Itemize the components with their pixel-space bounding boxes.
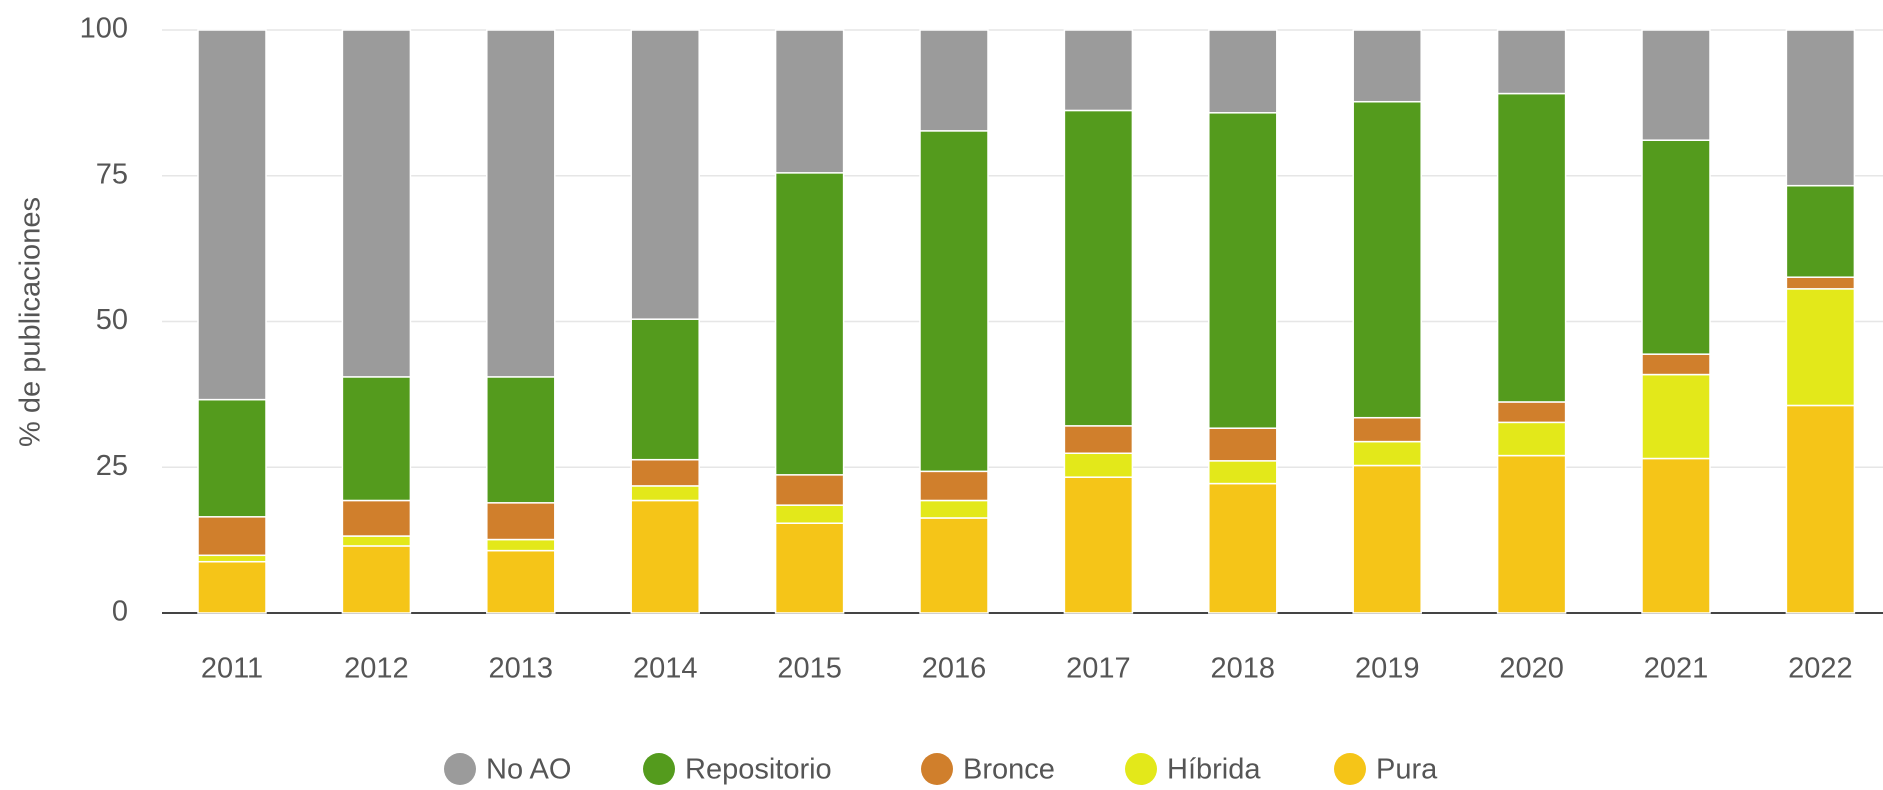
- bar-segment: [1352, 100, 1422, 419]
- bar-segment: [1063, 425, 1134, 455]
- x-tick-label: 2022: [1788, 653, 1853, 685]
- bar-segment: [1785, 184, 1856, 278]
- bar-segment: [486, 376, 556, 504]
- bar-segment: [1063, 29, 1134, 112]
- bar-segment: [197, 516, 267, 557]
- bar-segment: [1496, 421, 1567, 457]
- bar-segment: [630, 29, 700, 320]
- bar-segment: [341, 535, 412, 547]
- bar-segment: [1641, 457, 1711, 614]
- bar-segment: [919, 517, 989, 614]
- bar-segment: [1496, 92, 1567, 403]
- legend-swatch: [921, 753, 953, 785]
- bar-segment: [630, 458, 700, 487]
- x-tick-label: 2017: [1066, 653, 1131, 685]
- bar-segment: [1208, 460, 1278, 485]
- bar-segment: [1785, 404, 1856, 614]
- bar-segment: [1496, 454, 1567, 614]
- bar-segment: [197, 29, 267, 401]
- x-tick-label: 2014: [633, 653, 698, 685]
- y-axis-label: % de publicaciones: [15, 197, 47, 447]
- bar-segment: [630, 485, 700, 502]
- bar-segment: [197, 554, 267, 563]
- bar-segment: [1063, 109, 1134, 427]
- bar-segment: [1641, 373, 1711, 460]
- bar-segment: [919, 470, 989, 502]
- bar-segment: [630, 318, 700, 461]
- x-tick-label: 2018: [1211, 653, 1276, 685]
- bar-segment: [774, 504, 845, 524]
- bar-segment: [1641, 29, 1711, 141]
- legend-label: Pura: [1376, 754, 1438, 786]
- bar-segment: [1641, 353, 1711, 376]
- legend-swatch: [1125, 753, 1157, 785]
- bar-segment: [1352, 29, 1422, 103]
- bar-segment: [341, 29, 412, 378]
- bar-segment: [486, 29, 556, 378]
- legend-label: No AO: [486, 754, 571, 786]
- legend-label: Bronce: [963, 754, 1055, 786]
- bar-segment: [341, 499, 412, 537]
- legend-swatch: [1334, 753, 1366, 785]
- y-tick-label: 25: [96, 450, 128, 482]
- x-tick-label: 2013: [489, 653, 554, 685]
- bar-segment: [774, 474, 845, 506]
- bar-segment: [774, 29, 845, 174]
- bar-segment: [1785, 276, 1856, 290]
- bar-segment: [774, 522, 845, 614]
- legend-label: Híbrida: [1167, 754, 1261, 786]
- bar-segment: [486, 538, 556, 552]
- x-tick-label: 2021: [1644, 653, 1709, 685]
- bar-segment: [1208, 112, 1278, 429]
- bar-segment: [774, 172, 845, 476]
- bar-segment: [341, 545, 412, 614]
- y-tick-label: 0: [112, 596, 128, 628]
- bar-segment: [341, 376, 412, 502]
- bar-segment: [1785, 288, 1856, 407]
- bar-segment: [197, 560, 267, 614]
- bar-segment: [1208, 482, 1278, 614]
- bar-segment: [919, 29, 989, 132]
- bar-segment: [1063, 452, 1134, 478]
- bar-segment: [919, 130, 989, 473]
- x-tick-label: 2012: [344, 653, 409, 685]
- x-tick-label: 2019: [1355, 653, 1420, 685]
- bar-segment: [1208, 29, 1278, 114]
- x-tick-label: 2015: [777, 653, 842, 685]
- bar-segment: [1063, 476, 1134, 614]
- y-tick-label: 100: [80, 13, 128, 45]
- x-tick-label: 2016: [922, 653, 987, 685]
- bar-segment: [1496, 29, 1567, 95]
- bar-segment: [1208, 427, 1278, 462]
- bar-segment: [1352, 464, 1422, 614]
- bar-segment: [1785, 29, 1856, 187]
- x-tick-label: 2011: [201, 653, 263, 685]
- bar-segment: [1352, 440, 1422, 467]
- bar-segment: [197, 398, 267, 518]
- legend-swatch: [444, 753, 476, 785]
- legend-label: Repositorio: [685, 754, 832, 786]
- bar-segment: [630, 499, 700, 614]
- y-tick-label: 75: [96, 158, 128, 190]
- x-tick-label: 2020: [1499, 653, 1564, 685]
- bar-segment: [1641, 139, 1711, 355]
- bar-segment: [919, 499, 989, 519]
- y-tick-label: 50: [96, 304, 128, 336]
- bar-segment: [1352, 416, 1422, 443]
- bar-segment: [1496, 401, 1567, 424]
- bar-segment: [486, 502, 556, 541]
- legend-swatch: [643, 753, 675, 785]
- bar-segment: [486, 549, 556, 614]
